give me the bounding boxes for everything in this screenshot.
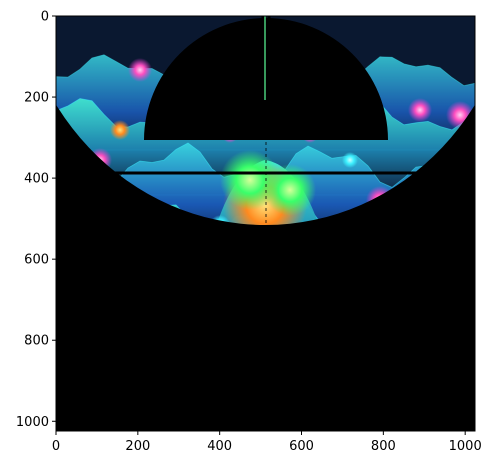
y-tick-label: 0 xyxy=(41,10,49,25)
scope-upper-shadow xyxy=(144,18,388,140)
glowing-cell xyxy=(128,58,152,82)
x-tick-label: 200 xyxy=(125,439,150,454)
axes-frame xyxy=(55,15,476,432)
x-tick-label: 400 xyxy=(207,439,232,454)
x-tick-label: 800 xyxy=(371,439,396,454)
y-tick-label: 600 xyxy=(24,253,49,268)
glowing-cell xyxy=(408,98,432,122)
x-tick-label: 0 xyxy=(52,439,60,454)
y-tick-label: 1000 xyxy=(16,415,49,430)
y-tick-label: 200 xyxy=(24,91,49,106)
scope-image xyxy=(56,16,475,431)
x-tick-label: 1000 xyxy=(449,439,482,454)
y-tick-label: 800 xyxy=(24,334,49,349)
crosshair xyxy=(56,16,475,431)
y-tick-label: 400 xyxy=(24,172,49,187)
glowing-cell xyxy=(264,164,316,216)
glowing-cell xyxy=(342,152,358,168)
x-tick-label: 600 xyxy=(289,439,314,454)
scope-vignette xyxy=(56,16,475,431)
y-axis: 0 200 400 600 800 1000 xyxy=(16,10,56,430)
glowing-cell xyxy=(110,120,130,140)
x-axis: 0 200 400 600 800 1000 xyxy=(52,431,482,454)
